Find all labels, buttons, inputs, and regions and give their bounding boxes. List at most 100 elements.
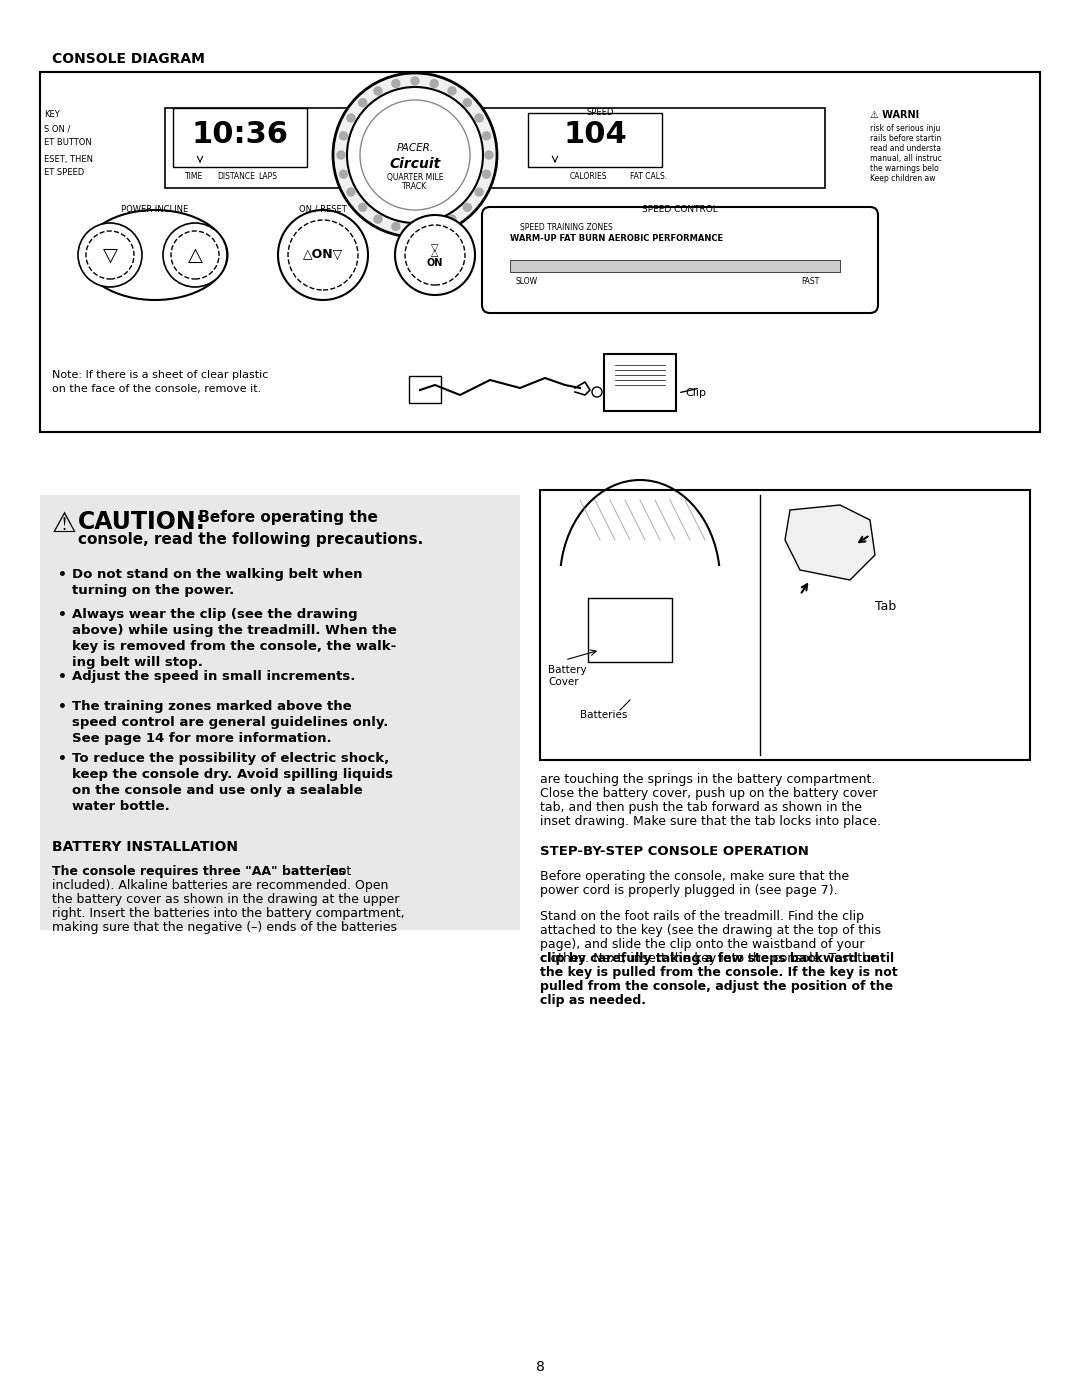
Circle shape [411,225,419,233]
Text: •: • [58,752,67,766]
Text: right. Insert the batteries into the battery compartment,: right. Insert the batteries into the bat… [52,907,405,921]
Text: Batteries: Batteries [580,710,627,719]
Text: making sure that the negative (–) ends of the batteries: making sure that the negative (–) ends o… [52,921,397,935]
Text: Stand on the foot rails of the treadmill. Find the clip: Stand on the foot rails of the treadmill… [540,909,864,923]
Text: •: • [58,569,67,583]
Text: Clip: Clip [685,388,706,398]
Text: tab, and then push the tab forward as shown in the: tab, and then push the tab forward as sh… [540,800,862,814]
Text: The training zones marked above the
speed control are general guidelines only.
S: The training zones marked above the spee… [72,700,389,745]
Circle shape [374,87,382,95]
Text: clip by carefully taking a few steps backward until: clip by carefully taking a few steps bac… [540,951,894,965]
Text: Keep children aw: Keep children aw [870,175,935,183]
Text: DISTANCE: DISTANCE [217,172,255,182]
Text: ▽: ▽ [103,246,118,264]
Circle shape [78,224,141,286]
FancyBboxPatch shape [482,207,878,313]
Text: ⚠ WARNI: ⚠ WARNI [870,110,919,120]
FancyBboxPatch shape [409,376,441,402]
Text: risk of serious inju: risk of serious inju [870,124,941,133]
Text: △: △ [188,246,203,264]
Text: Close the battery cover, push up on the battery cover: Close the battery cover, push up on the … [540,787,877,800]
Text: (not: (not [322,865,351,877]
FancyBboxPatch shape [604,353,676,411]
Text: △ON▽: △ON▽ [302,249,343,261]
Text: Battery
Cover: Battery Cover [548,665,586,687]
Circle shape [463,204,471,211]
Polygon shape [785,504,875,580]
Text: Note: If there is a sheet of clear plastic
on the face of the console, remove it: Note: If there is a sheet of clear plast… [52,370,268,394]
Text: The console requires three "AA" batteries: The console requires three "AA" batterie… [52,865,346,877]
Circle shape [430,80,438,88]
FancyBboxPatch shape [173,108,307,168]
Text: CAUTION:: CAUTION: [78,510,206,534]
Text: TRACK: TRACK [403,182,428,191]
Circle shape [475,115,483,122]
Ellipse shape [82,210,228,300]
Text: power cord is properly plugged in (see page 7).: power cord is properly plugged in (see p… [540,884,838,897]
Text: STEP-BY-STEP CONSOLE OPERATION: STEP-BY-STEP CONSOLE OPERATION [540,845,809,858]
Text: •: • [58,700,67,714]
Text: rails before startin: rails before startin [870,134,942,142]
Text: LAPS: LAPS [258,172,276,182]
FancyBboxPatch shape [588,598,672,662]
Circle shape [395,215,475,295]
Text: read and understa: read and understa [870,144,941,154]
Text: included). Alkaline batteries are recommended. Open: included). Alkaline batteries are recomm… [52,879,389,893]
Text: PACER.: PACER. [396,142,433,154]
Text: Circuit: Circuit [390,156,441,170]
Text: Always wear the clip (see the drawing
above) while using the treadmill. When the: Always wear the clip (see the drawing ab… [72,608,396,669]
Text: •: • [58,671,67,685]
Text: 104: 104 [563,120,626,149]
Circle shape [411,77,419,85]
Text: pulled from the console, adjust the position of the: pulled from the console, adjust the posi… [540,981,893,993]
Text: page), and slide the clip onto the waistband of your: page), and slide the clip onto the waist… [540,937,864,951]
Text: BATTERY INSTALLATION: BATTERY INSTALLATION [52,840,238,854]
Text: ⚠: ⚠ [52,510,86,538]
FancyBboxPatch shape [165,108,825,189]
Circle shape [347,87,483,224]
Text: 8: 8 [536,1361,544,1375]
Text: are touching the springs in the battery compartment.: are touching the springs in the battery … [540,773,876,787]
Text: SPEED CONTROL: SPEED CONTROL [643,205,718,214]
Circle shape [430,222,438,231]
Text: SPEED TRAINING ZONES: SPEED TRAINING ZONES [519,224,612,232]
Circle shape [483,170,490,179]
Circle shape [475,189,483,196]
Circle shape [163,224,227,286]
Circle shape [171,231,219,279]
Text: Before operating the console, make sure that the: Before operating the console, make sure … [540,870,849,883]
Circle shape [448,87,456,95]
Circle shape [333,73,497,237]
Circle shape [483,131,490,140]
Circle shape [337,151,345,159]
Text: POWER INCLINE: POWER INCLINE [121,205,189,214]
Text: •: • [58,608,67,622]
Text: Adjust the speed in small increments.: Adjust the speed in small increments. [72,671,355,683]
Circle shape [392,80,400,88]
Text: QUARTER MILE: QUARTER MILE [387,173,443,182]
Text: the key is pulled from the console. If the key is not: the key is pulled from the console. If t… [540,965,897,979]
Text: clothes. Next, insert the key into the console. Test the: clothes. Next, insert the key into the c… [540,951,878,965]
Text: the warnings belo: the warnings belo [870,163,939,173]
Text: Do not stand on the walking belt when
turning on the power.: Do not stand on the walking belt when tu… [72,569,363,597]
Circle shape [86,231,134,279]
Text: ESET, THEN: ESET, THEN [44,155,93,163]
Text: Before operating the: Before operating the [193,510,378,525]
Text: console, read the following precautions.: console, read the following precautions. [78,532,423,548]
Circle shape [360,101,470,210]
Text: CONSOLE DIAGRAM: CONSOLE DIAGRAM [52,52,205,66]
Circle shape [359,99,367,106]
Text: WARM-UP FAT BURN AEROBIC PERFORMANCE: WARM-UP FAT BURN AEROBIC PERFORMANCE [510,235,724,243]
Text: To reduce the possibility of electric shock,
keep the console dry. Avoid spillin: To reduce the possibility of electric sh… [72,752,393,813]
Text: Tab: Tab [875,599,896,613]
Text: attached to the key (see the drawing at the top of this: attached to the key (see the drawing at … [540,923,881,937]
Text: the battery cover as shown in the drawing at the upper: the battery cover as shown in the drawin… [52,893,400,907]
FancyBboxPatch shape [540,490,1030,760]
Circle shape [278,210,368,300]
Text: ET BUTTON: ET BUTTON [44,138,92,147]
Circle shape [405,225,465,285]
Circle shape [347,115,355,122]
FancyBboxPatch shape [528,113,662,168]
Circle shape [448,215,456,224]
Circle shape [592,387,602,397]
